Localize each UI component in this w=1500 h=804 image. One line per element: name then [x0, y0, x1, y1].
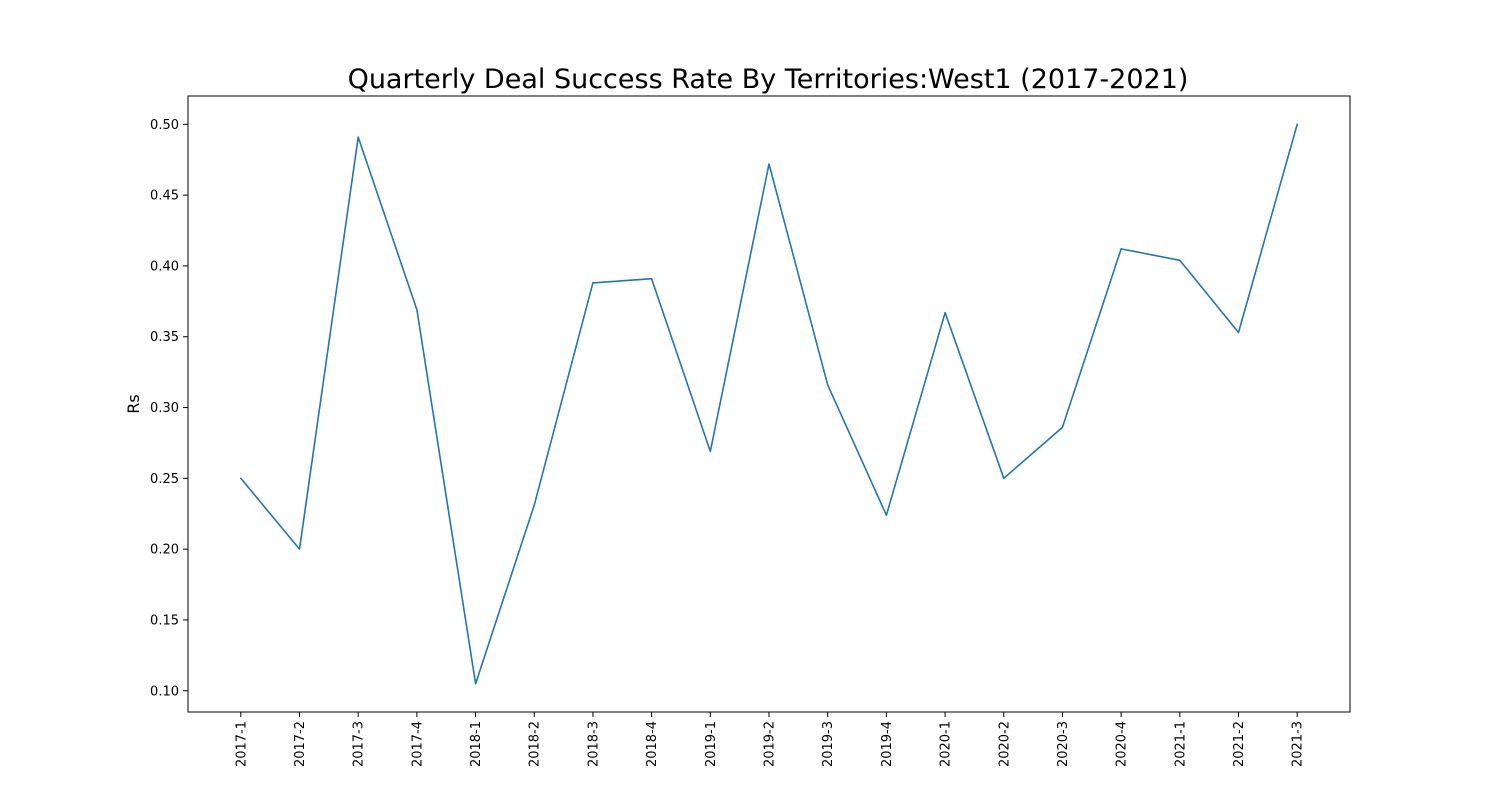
series-layer — [240, 123, 1298, 685]
x-tick-label: 2017-1 — [234, 721, 249, 767]
x-tick-label: 2019-2 — [763, 721, 778, 767]
x-tick-label: 2017-4 — [410, 721, 425, 767]
x-tick-label: 2019-4 — [880, 721, 895, 767]
y-axis-ticks: 0.10 0.15 0.20 0.25 0.30 0.35 0.40 0.45 0.50 — [150, 118, 188, 699]
chart-title: Quarterly Deal Success Rate By Territori… — [348, 64, 1189, 95]
plot-area-frame — [187, 95, 1351, 713]
x-axis-ticks: 2017-1 2017-2 2017-3 2017-4 2018-1 2018-2 2018… — [234, 712, 1306, 767]
x-tick-label: 2019-1 — [704, 721, 719, 767]
x-tick-label: 2018-4 — [645, 721, 660, 767]
y-tick-label: 0.15 — [150, 613, 179, 628]
x-tick-label: 2021-1 — [1173, 721, 1188, 767]
x-tick-label: 2020-1 — [939, 721, 954, 767]
y-tick-label: 0.50 — [150, 118, 179, 133]
series-line — [240, 123, 1298, 685]
x-tick-label: 2020-4 — [1115, 721, 1130, 767]
x-tick-label: 2020-2 — [997, 721, 1012, 767]
x-tick-label: 2018-1 — [469, 721, 484, 767]
x-tick-label: 2018-2 — [528, 721, 543, 767]
y-tick-label: 0.40 — [150, 259, 179, 274]
y-tick-label: 0.10 — [150, 684, 179, 699]
x-tick-label: 2021-2 — [1232, 721, 1247, 767]
y-tick-label: 0.20 — [150, 543, 179, 558]
x-tick-label: 2018-3 — [586, 721, 601, 767]
x-tick-label: 2017-3 — [352, 721, 367, 767]
y-tick-label: 0.30 — [150, 401, 179, 416]
y-tick-label: 0.25 — [150, 472, 179, 487]
x-tick-label: 2017-2 — [293, 721, 308, 767]
x-tick-label: 2019-3 — [821, 721, 836, 767]
y-axis-label: Rs — [124, 394, 143, 413]
y-tick-label: 0.35 — [150, 330, 179, 345]
x-tick-label: 2021-3 — [1291, 721, 1306, 767]
x-tick-label: 2020-3 — [1056, 721, 1071, 767]
y-tick-label: 0.45 — [150, 189, 179, 204]
